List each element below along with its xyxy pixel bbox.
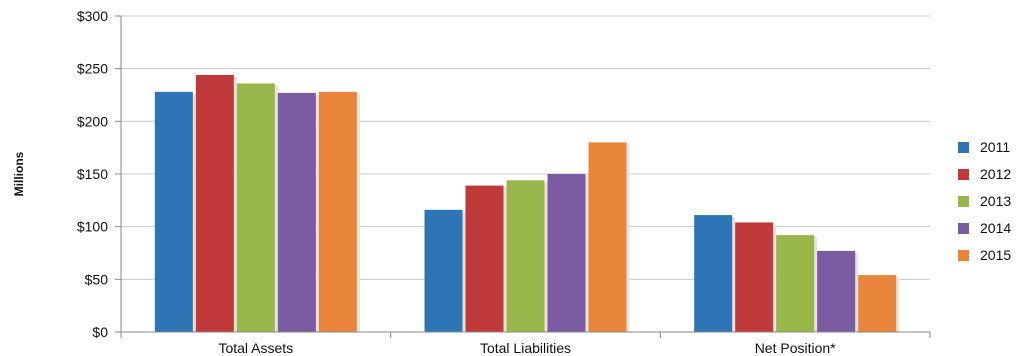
bar-2011-0 [154,91,193,332]
legend: 2011 2012 2013 2014 2015 [958,139,1011,263]
legend-swatch [958,169,969,180]
legend-label: 2014 [980,220,1011,236]
bar-2012-0 [195,74,234,332]
category-label: Total Liabilities [480,340,571,356]
bar-2015-0 [318,91,357,332]
bars [154,74,900,332]
y-axis-label: Millions [12,151,26,196]
bar-2015-1 [588,142,627,332]
legend-swatch [958,223,969,234]
legend-swatch [958,196,969,207]
legend-swatch [958,250,969,261]
legend-label: 2012 [980,166,1011,182]
bar-2011-2 [694,215,733,332]
category-labels: Total Assets Total Liabilities Net Positio… [218,340,836,356]
legend-swatch [958,142,969,153]
bar-2014-0 [277,92,316,332]
bar-2011-1 [424,209,463,332]
y-tick-label: $100 [77,219,108,235]
bar-2015-2 [858,275,897,332]
y-tick-label: $0 [92,324,108,340]
category-label: Total Assets [218,340,293,356]
y-tick-label: $200 [77,113,108,129]
bar-2013-2 [776,235,815,332]
legend-label: 2013 [980,193,1011,209]
y-tick-label: $50 [85,271,109,287]
y-tick-label: $300 [77,8,108,24]
legend-label: 2015 [980,247,1011,263]
y-tick-label: $250 [77,61,108,77]
bar-2014-2 [817,250,856,332]
bar-2012-2 [735,222,774,332]
axes [120,16,931,338]
y-axis-ticks: $0 $50 $100 $150 $200 $250 $300 [77,8,121,340]
bar-2012-1 [465,185,504,332]
legend-label: 2011 [980,139,1010,155]
bar-2014-1 [547,174,586,332]
category-label: Net Position* [755,340,836,356]
bar-2013-1 [506,180,545,332]
bar-2013-0 [236,83,275,332]
y-tick-label: $150 [77,166,108,182]
